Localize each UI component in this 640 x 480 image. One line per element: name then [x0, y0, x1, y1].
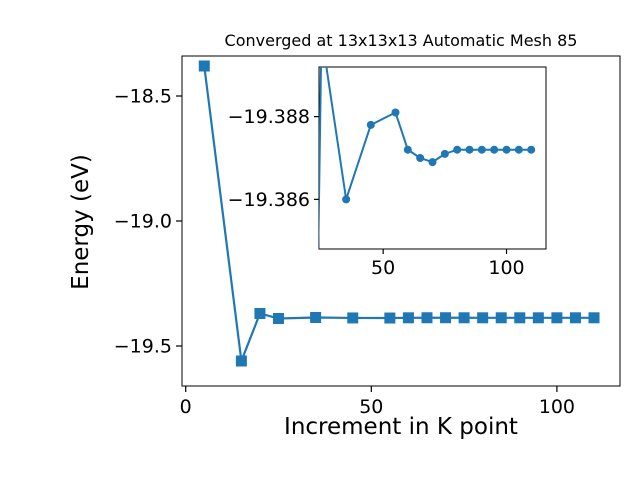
inset-data-point-marker	[342, 195, 351, 204]
data-point-marker	[347, 312, 359, 324]
inset-data-point-marker	[453, 145, 462, 154]
inset-x-tick-label: 50	[371, 257, 395, 279]
inset-axes-frame	[318, 66, 547, 250]
y-tick-label: −19.0	[114, 211, 172, 233]
x-tick-label: 50	[359, 396, 383, 418]
inset-data-point-marker	[403, 145, 412, 154]
x-tick-label: 0	[180, 396, 192, 418]
y-axis-label: Energy (eV)	[68, 154, 94, 290]
data-point-marker	[551, 312, 563, 324]
data-point-marker	[273, 313, 285, 324]
data-point-marker	[532, 312, 544, 324]
inset-data-point-marker	[416, 154, 425, 162]
y-tick-label: −18.5	[114, 86, 172, 108]
data-point-marker	[402, 312, 414, 324]
inset-data-point-marker	[440, 149, 449, 158]
inset-data-point-marker	[391, 108, 400, 117]
inset-data-point-marker	[477, 145, 486, 154]
data-point-marker	[254, 308, 266, 319]
inset-data-point-marker	[502, 145, 511, 154]
data-point-marker	[588, 312, 600, 324]
data-point-marker	[495, 312, 507, 324]
data-point-marker	[310, 312, 322, 323]
x-tick-label: 100	[539, 396, 575, 418]
inset-y-tick-label: −19.388	[228, 106, 310, 128]
data-point-marker	[440, 312, 452, 324]
data-point-marker	[235, 355, 247, 367]
inset-data-point-marker	[514, 145, 523, 154]
data-point-marker	[514, 312, 526, 324]
inset-data-point-marker	[465, 145, 474, 154]
inset-y-tick-label: −19.386	[228, 189, 310, 211]
data-point-marker	[198, 60, 210, 72]
data-point-marker	[569, 312, 581, 324]
inset-data-point-marker	[428, 158, 437, 167]
inset-data-point-marker	[490, 145, 499, 154]
data-point-marker	[421, 312, 433, 324]
chart-title: Converged at 13x13x13 Automatic Mesh 85	[224, 31, 578, 50]
data-point-marker	[477, 312, 489, 324]
data-point-marker	[384, 312, 396, 324]
x-axis-label: Increment in K point	[284, 414, 518, 440]
inset-plot-group	[319, 67, 536, 249]
data-point-marker	[458, 312, 470, 324]
inset-x-tick-label: 100	[488, 257, 524, 279]
inset-data-point-marker	[366, 120, 375, 129]
inset-data-point-marker	[527, 145, 536, 154]
y-tick-label: −19.5	[114, 336, 172, 358]
